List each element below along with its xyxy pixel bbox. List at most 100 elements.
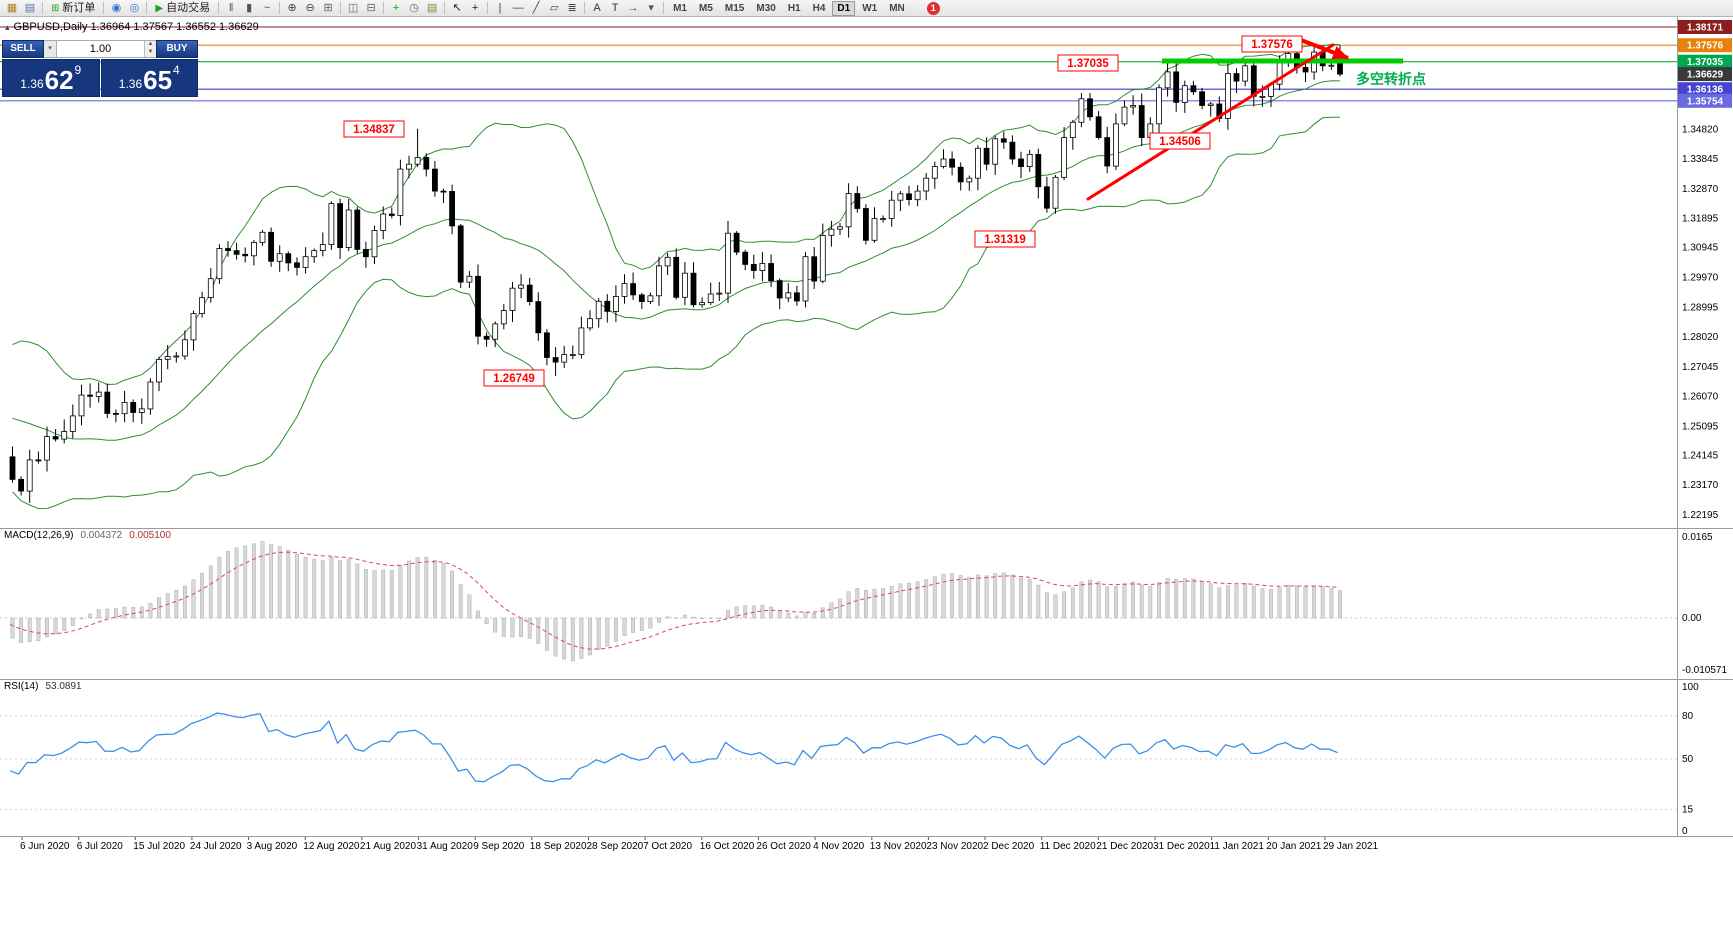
price-annotation[interactable]: 1.37035 <box>1057 54 1119 72</box>
timeframe-h1[interactable]: H1 <box>787 2 801 14</box>
volume-stepper[interactable]: ▲ ▼ <box>144 41 156 57</box>
sell-dropdown-icon[interactable]: ▾ <box>44 40 57 58</box>
autotrading-button-icon: ▶ <box>155 2 164 14</box>
time-axis-label: 21 Aug 2020 <box>360 841 417 852</box>
chart-title: GBPUSD,Daily 1.36964 1.37567 1.36552 1.3… <box>13 21 259 33</box>
timeframe-d1[interactable]: D1 <box>832 0 856 16</box>
zoom-out-icon[interactable]: ⊖ <box>305 1 315 14</box>
toolbar-separator <box>103 2 105 14</box>
buy-price-button[interactable]: 1.36 65 4 <box>100 59 198 97</box>
price-annotation[interactable]: 1.31319 <box>974 230 1036 248</box>
macd-panel <box>0 541 1677 662</box>
text-label-icon[interactable]: T <box>611 1 619 14</box>
notifications-icon[interactable]: 1 <box>926 1 940 15</box>
cascade-windows-icon[interactable]: ⊟ <box>366 1 376 14</box>
macd-name: MACD(12,26,9) <box>4 530 74 541</box>
line-chart-icon[interactable]: ~ <box>263 1 271 14</box>
text-icon[interactable]: A <box>593 1 601 14</box>
rsi-axis-label: 50 <box>1682 754 1694 765</box>
toolbar-separator <box>279 2 281 14</box>
rsi-axis-label: 15 <box>1682 804 1694 815</box>
channel-icon[interactable]: ▱ <box>549 1 559 14</box>
fibonacci-icon[interactable]: ≣ <box>567 1 577 14</box>
arrows-icon[interactable]: → <box>627 1 639 14</box>
price-axis-box: 1.38171 <box>1678 20 1732 34</box>
cursor-icon[interactable]: ↖ <box>452 1 462 14</box>
price-axis-label: 1.24145 <box>1682 450 1719 461</box>
svg-text:1.36629: 1.36629 <box>1687 70 1724 81</box>
chart-objects[interactable]: 1.37576 1.37035 1.34837 1.34506 1.31319 1.267… <box>343 35 1426 387</box>
time-axis[interactable]: 6 Jun 2020 6 Jul 2020 15 Jul 2020 24 Jul 20… <box>20 837 1378 852</box>
vertical-line-icon[interactable]: | <box>498 1 502 14</box>
price-axis-box: 1.35754 <box>1678 93 1732 108</box>
horizontal-line-icon[interactable]: — <box>512 1 524 14</box>
profiles-icon[interactable]: ▤ <box>24 1 36 14</box>
new-order-button[interactable]: ⊞ 新订单 <box>46 1 100 16</box>
price-annotation[interactable]: 1.26749 <box>483 369 545 387</box>
svg-text:1.38171: 1.38171 <box>1687 23 1724 34</box>
timeframe-m15[interactable]: M15 <box>724 2 745 14</box>
time-axis-label: 31 Dec 2020 <box>1153 841 1210 852</box>
price-axis-label: 1.31895 <box>1682 214 1719 225</box>
spin-down-icon[interactable]: ▼ <box>145 49 156 57</box>
objects-dropdown-icon[interactable]: ▾ <box>648 1 654 14</box>
timeframe-h4[interactable]: H4 <box>812 2 826 14</box>
price-axis-label: 1.28995 <box>1682 302 1719 313</box>
horizontal-level-lines[interactable] <box>0 26 1677 102</box>
new-chart-icon[interactable]: ▦ <box>6 1 18 14</box>
chart-collapse-icon[interactable]: ▴ <box>5 22 10 32</box>
price-axis-label: 1.25095 <box>1682 421 1719 432</box>
svg-text:1.37035: 1.37035 <box>1067 58 1109 70</box>
reversal-arrow[interactable] <box>1300 38 1349 60</box>
spin-up-icon[interactable]: ▲ <box>145 41 156 49</box>
navigator-icon[interactable]: ◎ <box>129 1 140 14</box>
tile-windows-icon[interactable]: ◫ <box>347 1 359 14</box>
time-axis-label: 18 Sep 2020 <box>530 841 587 852</box>
candlestick-chart-icon[interactable]: ▮ <box>246 1 253 14</box>
zoom-in-icon[interactable]: ⊕ <box>287 1 297 14</box>
price-axis-label: 1.33845 <box>1682 154 1719 165</box>
crosshair-icon[interactable]: + <box>471 1 479 14</box>
add-indicator-icon[interactable]: + <box>392 1 400 14</box>
trendline-icon[interactable]: ╱ <box>532 1 540 14</box>
price-annotation[interactable]: 1.34837 <box>343 120 405 138</box>
price-axis-label: 1.32870 <box>1682 184 1719 195</box>
buy-button[interactable]: BUY <box>156 40 198 58</box>
time-axis-label: 4 Nov 2020 <box>813 841 865 852</box>
rsi-value: 53.0891 <box>45 681 82 692</box>
timeframe-mn[interactable]: MN <box>889 2 905 14</box>
price-annotation[interactable]: 1.37576 <box>1241 35 1303 53</box>
time-axis-label: 11 Jan 2021 <box>1210 841 1265 852</box>
uptrend-line[interactable] <box>1086 43 1335 201</box>
price-annotation[interactable]: 1.34506 <box>1149 132 1211 150</box>
grid-icon[interactable]: ⊞ <box>323 1 333 14</box>
bar-chart-icon[interactable]: ‖ <box>228 1 234 14</box>
autotrading-button[interactable]: ▶ 自动交易 <box>150 1 215 16</box>
rsi-line <box>9 712 1338 783</box>
toolbar-separator <box>444 2 446 14</box>
timeframe-w1[interactable]: W1 <box>862 2 878 14</box>
toolbar-separator <box>487 2 489 14</box>
rsi-axis-label: 80 <box>1682 711 1694 722</box>
svg-text:1.31319: 1.31319 <box>984 234 1026 246</box>
market-watch-icon[interactable]: ◉ <box>111 1 122 14</box>
price-axis-label: 1.34820 <box>1682 124 1719 135</box>
toolbar-separator <box>584 2 586 14</box>
price-axis-box: 1.37576 <box>1678 38 1732 53</box>
volume-input[interactable] <box>57 41 144 57</box>
sell-button[interactable]: SELL <box>2 40 44 58</box>
periods-icon[interactable]: ◷ <box>409 1 419 14</box>
time-axis-label: 26 Oct 2020 <box>756 841 811 852</box>
rsi-label: RSI(14) 53.0891 <box>4 681 82 692</box>
sell-price-button[interactable]: 1.36 62 9 <box>2 59 100 97</box>
timeframe-m30[interactable]: M30 <box>756 2 776 14</box>
timeframe-m1[interactable]: M1 <box>673 2 687 14</box>
templates-icon[interactable]: ▤ <box>426 1 438 14</box>
timeframe-m5[interactable]: M5 <box>699 2 713 14</box>
rsi-panel <box>0 712 1677 810</box>
new-order-button-label: 新订单 <box>62 1 96 14</box>
price-axis-label: 1.26070 <box>1682 392 1719 403</box>
toolbar-separator <box>42 2 43 14</box>
price-axis-background <box>1678 17 1733 942</box>
